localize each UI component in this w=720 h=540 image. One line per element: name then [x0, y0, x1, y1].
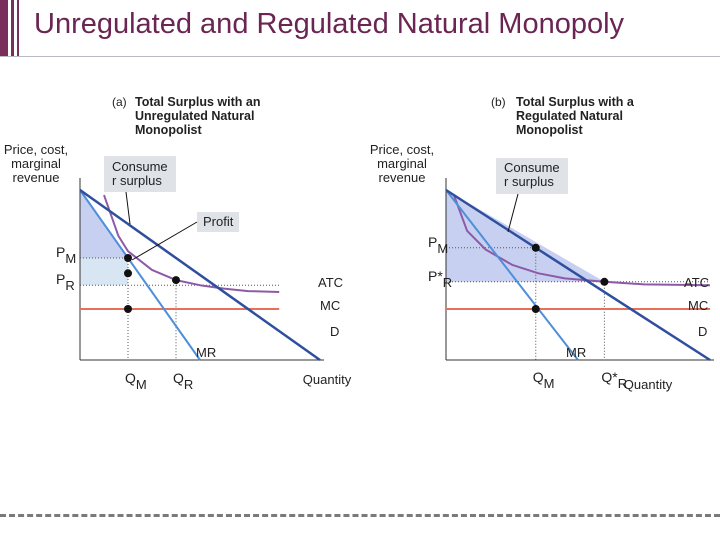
x-axis-label: Quantity	[303, 372, 352, 387]
equilibrium-point	[124, 269, 132, 278]
y-tick-pm: PM	[56, 244, 76, 266]
consumer-surplus-area	[446, 190, 605, 282]
y-axis-label: marginal	[11, 156, 61, 171]
mr-label: MR	[566, 345, 586, 360]
decor-bar-thinner	[17, 0, 19, 56]
y-axis-label: marginal	[377, 156, 427, 171]
mr-label: MR	[196, 345, 216, 360]
d-label: D	[698, 324, 707, 339]
profit-area	[80, 258, 128, 286]
y-axis-label: revenue	[13, 170, 60, 185]
bottom-dashed-rule	[0, 514, 720, 517]
equilibrium-point	[124, 254, 132, 262]
atc-label: ATC	[318, 275, 343, 290]
mr-curve	[445, 189, 579, 361]
x-tick-qr: Q*R	[601, 369, 627, 391]
panel-label: (a)	[112, 95, 127, 109]
consumer-surplus-pointer	[507, 193, 519, 233]
profit-box	[197, 212, 239, 232]
panel-title: Monopolist	[135, 123, 202, 137]
y-axis-label: Price, cost,	[4, 142, 68, 157]
panel-title: Regulated Natural	[516, 109, 623, 123]
y-tick-pm: PM	[428, 234, 448, 256]
equilibrium-point	[124, 305, 132, 313]
equilibrium-point	[531, 243, 540, 252]
atc-label: ATC	[684, 275, 709, 290]
consumer-surplus-pointer	[125, 191, 131, 225]
panel-title: Monopolist	[516, 123, 583, 137]
slide-title: Unregulated and Regulated Natural Monopo…	[34, 8, 625, 40]
consumer-surplus-label: Consume	[112, 159, 168, 174]
panel-title: Total Surplus with an	[135, 95, 260, 109]
mc-label: MC	[320, 298, 340, 313]
x-tick-qr: QR	[173, 370, 193, 392]
consumer-surplus-box	[496, 158, 568, 194]
y-tick-pr: PR	[56, 271, 75, 293]
atc-curve	[452, 194, 711, 287]
consumer-surplus-label: Consume	[504, 160, 560, 175]
mc-label: MC	[688, 298, 708, 313]
y-axis-label: revenue	[379, 170, 426, 185]
x-tick-qm: QM	[125, 370, 147, 392]
equilibrium-point	[531, 305, 540, 313]
y-axis-label: Price, cost,	[370, 142, 434, 157]
decor-bar-thin	[11, 0, 14, 56]
d-curve	[445, 188, 711, 362]
d-label: D	[330, 324, 339, 339]
equilibrium-point	[600, 277, 609, 286]
decor-bar	[0, 0, 8, 56]
consumer-surplus-box	[104, 156, 176, 192]
equilibrium-point	[172, 276, 180, 285]
panel-label: (b)	[491, 95, 506, 109]
x-axis-label: Quantity	[624, 377, 673, 392]
profit-label: Profit	[203, 214, 234, 229]
panel-title: Total Surplus with a	[516, 95, 635, 109]
x-tick-qm: QM	[533, 369, 555, 391]
panel-title: Unregulated Natural	[135, 109, 254, 123]
title-divider	[0, 56, 720, 57]
mr-curve	[79, 189, 201, 361]
profit-pointer	[131, 221, 198, 261]
consumer-surplus-label: r surplus	[504, 174, 554, 189]
atc-curve	[103, 194, 280, 293]
consumer-surplus-label: r surplus	[112, 173, 162, 188]
d-curve	[79, 188, 321, 362]
